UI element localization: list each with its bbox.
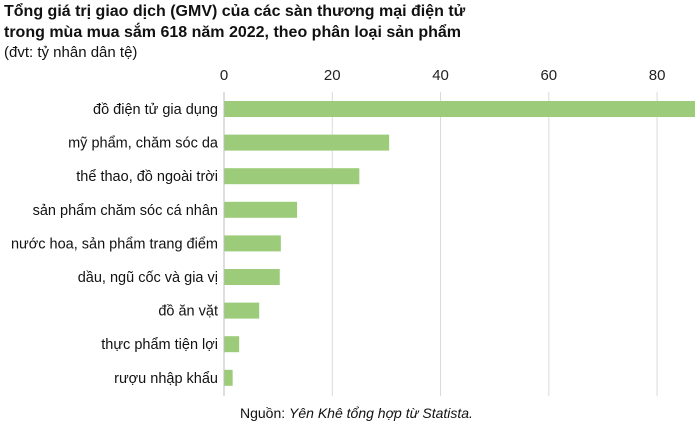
bar-3 xyxy=(224,201,298,218)
x-tick-label-0: 0 xyxy=(220,67,228,84)
category-label-2: thể thao, đồ ngoài trời xyxy=(76,169,218,185)
bar-8 xyxy=(224,369,233,386)
bar-4 xyxy=(224,235,281,252)
bar-7 xyxy=(224,336,240,353)
category-label-7: thực phẩm tiện lợi xyxy=(101,337,218,353)
x-tick-label-20: 20 xyxy=(324,67,341,84)
bar-6 xyxy=(224,302,260,319)
bar-2 xyxy=(224,168,360,185)
bar-1 xyxy=(224,134,390,151)
x-tick-label-80: 80 xyxy=(649,67,666,84)
source-prefix: Nguồn: xyxy=(240,405,290,421)
x-tick-label-40: 40 xyxy=(432,67,449,84)
chart-title: Tổng giá trị giao dịch (GMV) của các sàn… xyxy=(4,1,564,43)
category-label-8: rượu nhập khẩu xyxy=(114,371,218,387)
bar-0 xyxy=(224,101,695,117)
source-text: Yên Khê tổng hợp từ Statista. xyxy=(289,405,473,421)
category-label-6: đồ ăn vặt xyxy=(158,304,218,320)
category-label-4: nước hoa, sản phẩm trang điểm xyxy=(11,236,218,252)
category-label-0: đồ điện tử gia dụng xyxy=(93,102,218,118)
chart-title-line-2: trong mùa mua sắm 618 năm 2022, theo phâ… xyxy=(4,24,462,41)
category-label-3: sản phẩm chăm sóc cá nhân xyxy=(33,203,218,219)
category-label-5: dầu, ngũ cốc và gia vị xyxy=(78,270,218,286)
source-note: Nguồn: Yên Khê tổng hợp từ Statista. xyxy=(240,405,473,421)
category-label-1: mỹ phẩm, chăm sóc da xyxy=(68,136,219,152)
x-tick-label-60: 60 xyxy=(540,67,557,84)
bar-5 xyxy=(224,269,280,285)
chart-subtitle: (đvt: tỷ nhân dân tệ) xyxy=(4,44,138,61)
chart-title-line-1: Tổng giá trị giao dịch (GMV) của các sàn… xyxy=(4,3,466,20)
